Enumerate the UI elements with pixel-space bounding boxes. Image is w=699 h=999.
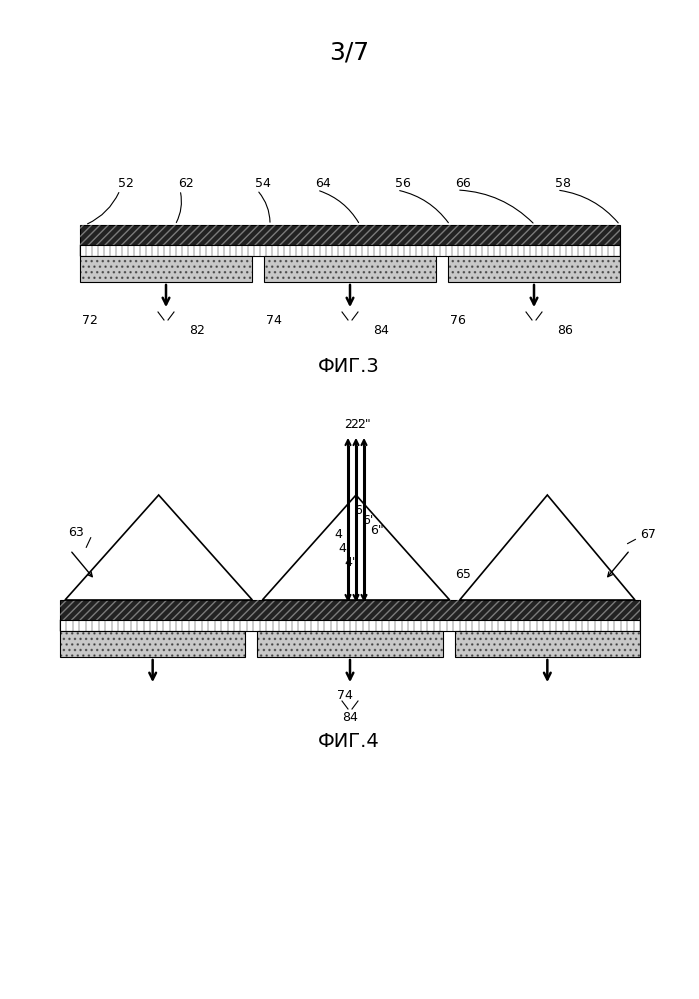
Bar	[257, 631, 442, 657]
Text: ФИГ.4: ФИГ.4	[318, 732, 380, 751]
Text: 6: 6	[354, 503, 362, 516]
Bar	[60, 631, 245, 657]
Bar	[257, 631, 442, 657]
Text: 74: 74	[337, 689, 353, 702]
Bar	[60, 620, 640, 631]
Text: 4': 4'	[338, 542, 350, 555]
Text: 66: 66	[455, 177, 470, 190]
Bar	[60, 631, 245, 657]
Text: 6": 6"	[370, 523, 384, 536]
Text: 4": 4"	[344, 556, 358, 569]
Text: 74: 74	[266, 314, 282, 327]
Text: 86: 86	[558, 324, 573, 337]
Text: 67: 67	[640, 528, 656, 541]
Text: 52: 52	[118, 177, 134, 190]
Bar	[448, 256, 620, 282]
Text: 2: 2	[344, 418, 352, 431]
Text: 84: 84	[373, 324, 389, 337]
Text: 54: 54	[255, 177, 271, 190]
Text: 63: 63	[68, 525, 84, 538]
Text: 6': 6'	[362, 513, 373, 526]
Bar	[60, 600, 640, 620]
Text: 56: 56	[395, 177, 411, 190]
Bar	[80, 256, 252, 282]
Bar	[60, 600, 640, 620]
Text: 76: 76	[450, 314, 466, 327]
Text: 62: 62	[178, 177, 194, 190]
Text: 58: 58	[555, 177, 571, 190]
Text: 65: 65	[454, 568, 470, 581]
Text: 82: 82	[189, 324, 206, 337]
Bar	[264, 256, 436, 282]
Text: 3/7: 3/7	[329, 40, 369, 64]
Text: 2": 2"	[357, 418, 371, 431]
Bar	[80, 245, 620, 256]
Text: 2': 2'	[350, 418, 361, 431]
Text: 72: 72	[82, 314, 98, 327]
Text: 84: 84	[342, 711, 358, 724]
Bar	[80, 225, 620, 245]
Text: ФИГ.3: ФИГ.3	[318, 357, 380, 376]
Bar	[454, 631, 640, 657]
Bar	[80, 256, 252, 282]
Text: 64: 64	[315, 177, 331, 190]
Text: 4: 4	[334, 528, 342, 541]
Bar	[454, 631, 640, 657]
Bar	[448, 256, 620, 282]
Bar	[80, 225, 620, 245]
Bar	[264, 256, 436, 282]
